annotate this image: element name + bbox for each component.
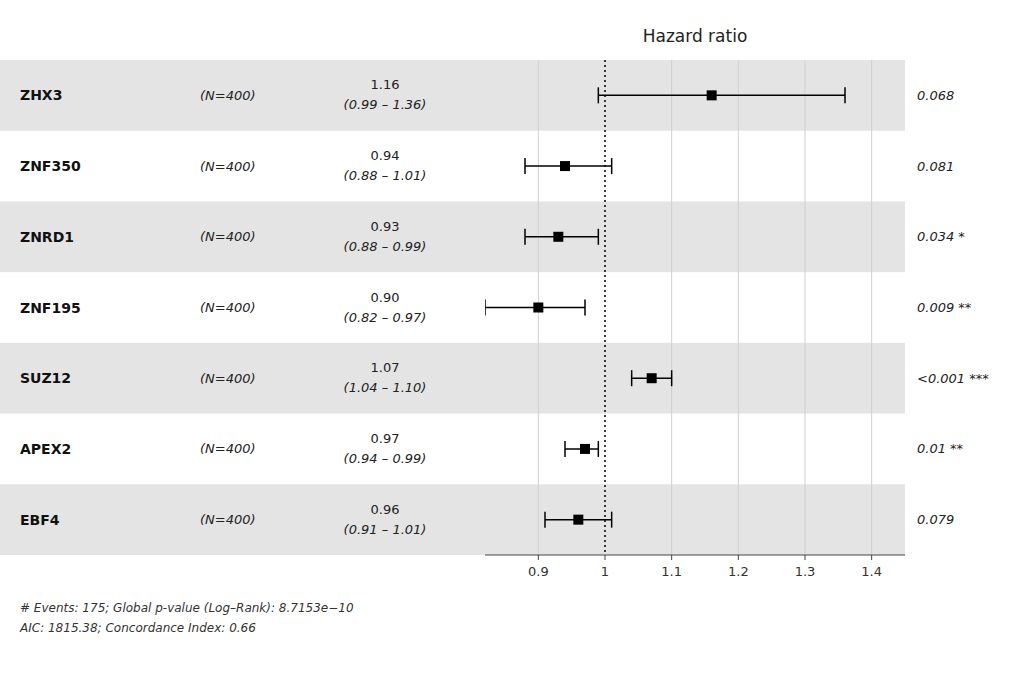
hr-marker [560,161,570,171]
axis-line [485,555,905,556]
ci-cap-high [598,441,600,457]
tick-mark [871,555,872,560]
ci-label: (0.88 – 0.99) [344,239,427,254]
hr-marker [553,232,563,242]
ci-cap-high [584,300,586,316]
gene-label: ZNF195 [20,300,81,316]
row-stripe [0,201,905,272]
n-label: (N=400) [200,512,256,527]
n-label: (N=400) [200,441,256,456]
tick-mark [605,555,606,560]
tick-label: 1.4 [861,564,882,579]
ci-label: (0.99 – 1.36) [344,97,427,112]
ci-cap-high [844,87,846,103]
hr-label: 1.07 [371,360,400,375]
tick-mark [738,555,739,560]
reference-line [604,60,606,555]
ci-cap-high [671,370,673,386]
footnote: # Events: 175; Global p-value (Log–Rank)… [20,601,354,615]
hr-marker [647,373,657,383]
ci-cap-high [611,158,613,174]
ci-cap-low [524,158,526,174]
ci-cap-low [524,229,526,245]
x-axis: 0.9 1 1.1 1.2 1.3 1.4 [485,60,905,579]
grid-line [671,60,672,555]
tick-label: 0.9 [528,564,549,579]
n-label: (N=400) [200,159,256,174]
footnote: AIC: 1815.38; Concordance Index: 0.66 [19,621,256,635]
marks [485,87,845,527]
ci-label: (0.91 – 1.01) [344,522,427,537]
tick-label: 1.1 [661,564,682,579]
gene-label: ZNF350 [20,158,81,174]
row-stripe [0,484,905,555]
n-label: (N=400) [200,88,256,103]
ci-cap-low [631,370,633,386]
chart: Hazard ratio 0.9 1 1.1 1.2 1.3 1.4 ZHX3 (N=400) 1… [0,0,1019,673]
ci-cap-low [544,512,546,528]
ci-line [598,95,845,97]
ci-cap-high [611,512,613,528]
gene-label: SUZ12 [20,370,71,386]
p-label: <0.001 *** [917,371,989,386]
p-label: 0.009 ** [917,300,972,315]
p-label: 0.081 [917,159,954,174]
title: Hazard ratio [643,26,748,46]
hr-marker [707,90,717,100]
grid-line [871,60,872,555]
hr-label: 0.96 [371,502,400,517]
hr-marker [533,303,543,313]
grid-line [738,60,739,555]
hr-label: 0.90 [371,290,400,305]
ci-cap-low [598,87,600,103]
gene-label: EBF4 [20,512,60,528]
n-label: (N=400) [200,229,256,244]
p-label: 0.034 * [917,229,965,244]
hr-label: 0.94 [371,148,400,163]
ci-label: (1.04 – 1.10) [344,380,427,395]
ci-label: (0.82 – 0.97) [344,310,427,325]
n-label: (N=400) [200,371,256,386]
tick-label: 1 [601,564,609,579]
ci-cap-low [564,441,566,457]
grid-line [805,60,806,555]
ci-cap-low [485,300,486,316]
tick-mark [671,555,672,560]
row-stripes [0,60,905,555]
tick-mark [538,555,539,560]
hr-label: 1.16 [371,77,400,92]
tick-label: 1.2 [728,564,749,579]
hr-label: 0.97 [371,431,400,446]
row-labels: ZHX3 (N=400) 1.16 (0.99 – 1.36) 0.068 ZNF350 (… [20,77,989,536]
gene-label: APEX2 [20,441,71,457]
hr-label: 0.93 [371,219,400,234]
n-label: (N=400) [200,300,256,315]
row-stripe [0,343,905,414]
gene-label: ZNRD1 [20,229,74,245]
hr-marker [573,515,583,525]
tick-mark [805,555,806,560]
p-label: 0.079 [917,512,954,527]
p-label: 0.01 ** [917,441,964,456]
ci-cap-high [598,229,600,245]
tick-label: 1.3 [795,564,816,579]
ci-label: (0.94 – 0.99) [344,451,427,466]
hr-marker [580,444,590,454]
gene-label: ZHX3 [20,87,62,103]
row-stripe [0,60,905,131]
ci-label: (0.88 – 1.01) [344,168,427,183]
p-label: 0.068 [917,88,954,103]
